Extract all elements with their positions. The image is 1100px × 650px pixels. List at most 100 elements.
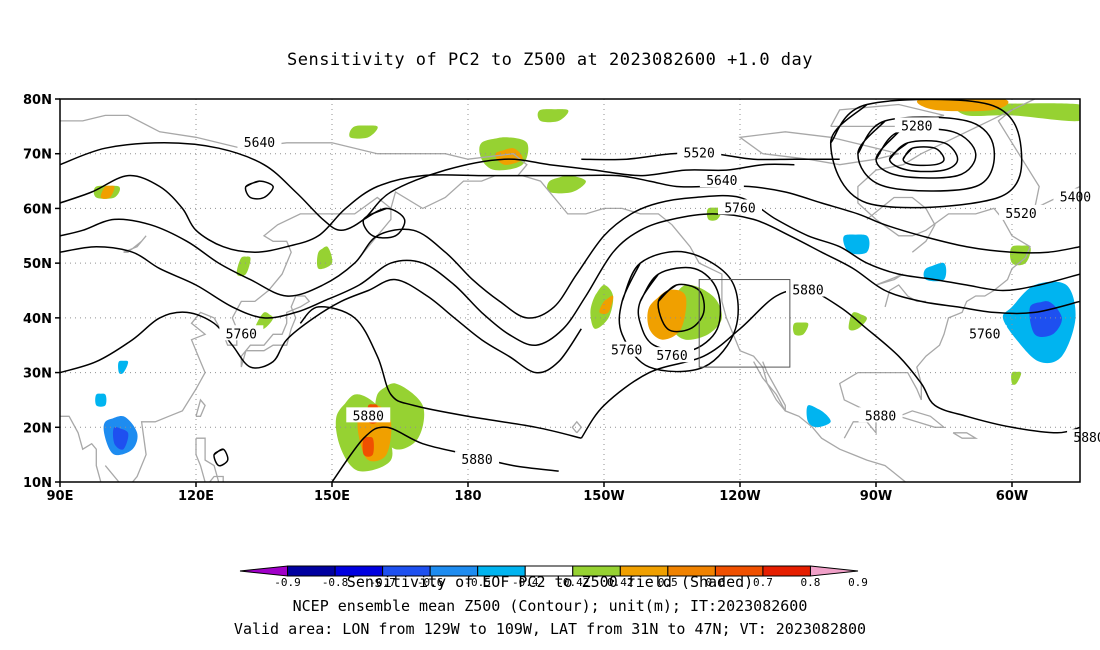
map-frame (59, 98, 1081, 483)
footer-line-2: NCEP ensemble mean Z500 (Contour); unit(… (292, 597, 808, 615)
contour-label-bg (677, 144, 722, 160)
x-tick-label: 180 (454, 489, 481, 504)
plot-title: Sensitivity of PC2 to Z500 at 2023082600… (286, 50, 813, 70)
sensitivity-shading (93, 99, 1080, 472)
coastline (571, 420, 583, 434)
contour-label-bg (999, 204, 1044, 220)
y-tick-label: 60N (23, 202, 52, 217)
x-tick-label: 150E (314, 489, 350, 504)
coastline (838, 99, 1035, 439)
coastline (195, 437, 220, 482)
x-tick-label: 150W (583, 489, 624, 504)
colorbar-level: -0.42 (556, 576, 589, 589)
colorbar-level: 0.9 (848, 576, 868, 589)
coastlines (60, 99, 1080, 482)
valid-area-box (698, 279, 791, 368)
coastline (60, 415, 102, 482)
y-tick-label: 50N (23, 257, 52, 272)
y-tick-label: 10N (23, 476, 52, 491)
contour-label-bg (858, 407, 903, 423)
contour-label-bg (894, 117, 939, 133)
z500-contour-line (60, 174, 1080, 254)
shading-region (537, 109, 569, 123)
x-tick-label: 90W (860, 489, 892, 504)
contour-label: 5880 (461, 453, 492, 468)
colorbar-swatch (809, 565, 859, 577)
z500-contour-line (331, 426, 559, 482)
map-background (60, 99, 1080, 482)
contour-label-bg (455, 451, 500, 467)
shading-region (349, 125, 378, 139)
contour-label-bg (699, 172, 744, 188)
shading-region (1010, 245, 1031, 266)
contour-label: 5520 (684, 147, 715, 162)
contour-label: 5520 (1005, 207, 1036, 222)
colorbar-level: -0.9 (274, 576, 301, 589)
coastline (209, 475, 224, 482)
contour-label: 5760 (611, 344, 642, 359)
colorbar-level: 0.6 (705, 576, 725, 589)
coastline (522, 174, 907, 482)
z500-contour-line (60, 213, 1080, 346)
y-axis-ticks: 80N 70N 60N 50N 40N 30N 20N 10N (23, 93, 60, 491)
coastline (123, 235, 147, 253)
shading-region (236, 256, 251, 277)
coastline (738, 131, 899, 166)
colorbar-level: -0.8 (322, 576, 349, 589)
z500-contour-line (244, 180, 274, 200)
y-tick-label: 20N (23, 421, 52, 436)
shading-region (916, 99, 1009, 112)
z500-contour-line (299, 306, 582, 439)
x-axis-ticks: 90E 120E 150E 180 150W 120W 90W 60W (47, 482, 1028, 504)
shading-region (112, 426, 129, 450)
z500-contour-line (60, 278, 582, 374)
colorbar-level: -0.5 (464, 576, 491, 589)
shading-region (792, 322, 809, 336)
coastline (1034, 99, 1080, 209)
colorbar-level: -0.4 (512, 576, 539, 589)
shading-region (1029, 301, 1062, 338)
z500-contour-line (213, 448, 229, 467)
z500-contour-line (618, 250, 739, 373)
colorbar-level: 0.42 (607, 576, 634, 589)
z500-contour-line (657, 283, 706, 333)
coastline (753, 361, 786, 412)
shading-region (95, 393, 107, 407)
z500-contour-line (902, 146, 945, 167)
shading-region (599, 295, 614, 315)
shading-region (118, 360, 129, 374)
footer-line-1: Sensitivity of EOF PC2 to Z500 field (Sh… (346, 573, 754, 591)
shading-region (547, 175, 586, 194)
colorbar-level: -0.6 (417, 576, 444, 589)
contour-label-bg (237, 133, 282, 149)
colorbar-level: 0.7 (753, 576, 773, 589)
z500-contour-line (60, 142, 795, 232)
z500-contour-line (637, 266, 722, 353)
shading-region (806, 405, 831, 428)
shading-region (923, 262, 947, 282)
z500-contour-line (857, 116, 996, 192)
contour-label: 5880 (865, 409, 896, 424)
coastline (195, 398, 206, 417)
z500-contour-line (362, 207, 406, 239)
shading-region (1011, 371, 1022, 385)
contour-label: 5880 (792, 284, 823, 299)
footer-line-3: Valid area: LON from 129W to 109W, LAT f… (233, 620, 867, 638)
contour-label: 5760 (226, 327, 257, 342)
contour-label-bg (219, 325, 264, 341)
contour-label: 5760 (724, 201, 755, 216)
z500-contour-line (60, 194, 1080, 319)
shading-region (647, 289, 687, 340)
contour-label-bg (604, 341, 649, 357)
shading-region (100, 185, 115, 199)
y-tick-label: 40N (23, 312, 52, 327)
contour-label: 5640 (244, 136, 275, 151)
contour-label-bg (346, 407, 391, 423)
coastline (997, 109, 1040, 209)
contour-labels: 5640 5520 5640 5760 5280 5400 5520 5880 5760 5760… (219, 117, 1100, 468)
contour-label-bg (962, 325, 1007, 341)
contour-label-bg (1053, 188, 1098, 204)
colorbar: -0.9 -0.8 -0.7 -0.6 -0.5 -0.4 -0.42 0.42 0.5 0.6 0… (239, 565, 868, 589)
lat-lon-grid (60, 99, 1080, 482)
y-tick-label: 30N (23, 367, 52, 382)
